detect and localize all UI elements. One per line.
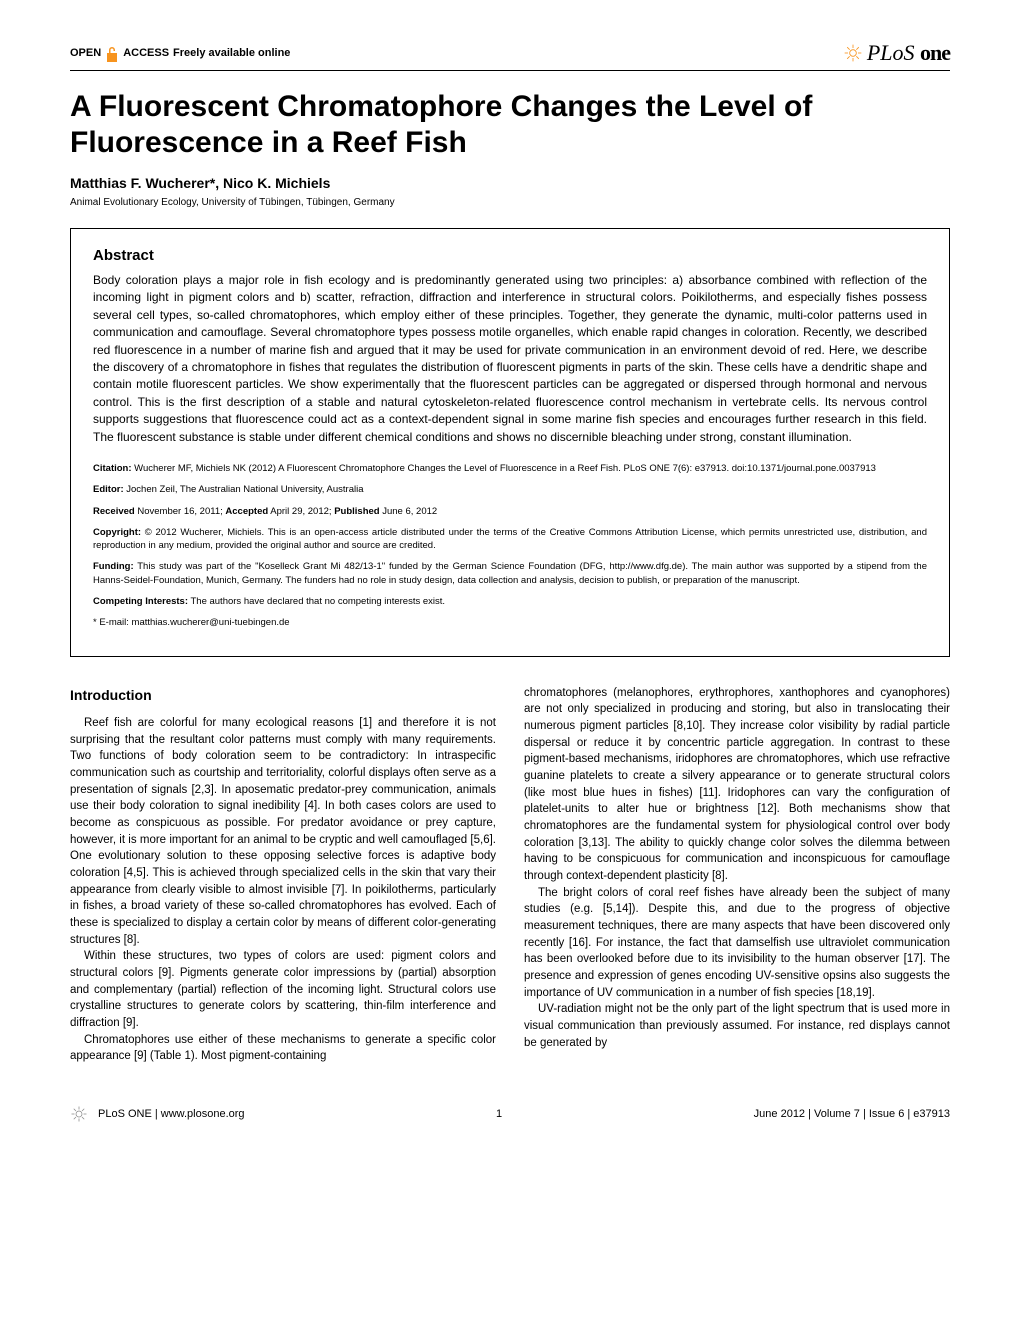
- copyright-line: Copyright: © 2012 Wucherer, Michiels. Th…: [93, 526, 927, 553]
- open-access-badge: OPEN ACCESS Freely available online: [70, 46, 290, 60]
- received-text: November 16, 2011;: [135, 506, 226, 517]
- page-footer: PLoS ONE | www.plosone.org 1 June 2012 |…: [70, 1105, 950, 1123]
- abstract-box: Abstract Body coloration plays a major r…: [70, 228, 950, 657]
- sun-icon: [843, 43, 863, 63]
- published-text: June 6, 2012: [380, 506, 438, 517]
- published-label: Published: [334, 506, 379, 517]
- col2-p1: chromatophores (melanophores, erythropho…: [524, 685, 950, 885]
- accepted-text: April 29, 2012;: [268, 506, 334, 517]
- lock-icon: [105, 46, 119, 60]
- column-left: Introduction Reef fish are colorful for …: [70, 685, 496, 1065]
- editor-line: Editor: Jochen Zeil, The Australian Nati…: [93, 483, 927, 496]
- col2-p2: The bright colors of coral reef fishes h…: [524, 885, 950, 1002]
- abstract-heading: Abstract: [93, 247, 927, 264]
- oa-access-text: ACCESS: [123, 47, 169, 59]
- col2-p3: UV-radiation might not be the only part …: [524, 1001, 950, 1051]
- header-bar: OPEN ACCESS Freely available online PLoS…: [70, 40, 950, 71]
- footer-page-number: 1: [496, 1108, 502, 1120]
- funding-text: This study was part of the "Koselleck Gr…: [93, 561, 927, 585]
- accepted-label: Accepted: [225, 506, 268, 517]
- abstract-text: Body coloration plays a major role in fi…: [93, 272, 927, 446]
- journal-name: PLoS one: [867, 40, 950, 66]
- competing-text: The authors have declared that no compet…: [188, 596, 445, 607]
- column-right: chromatophores (melanophores, erythropho…: [524, 685, 950, 1065]
- received-label: Received: [93, 506, 135, 517]
- intro-heading: Introduction: [70, 685, 496, 705]
- oa-open-text: OPEN: [70, 47, 101, 59]
- journal-logo: PLoS one: [843, 40, 950, 66]
- authors: Matthias F. Wucherer*, Nico K. Michiels: [70, 175, 950, 191]
- funding-line: Funding: This study was part of the "Kos…: [93, 560, 927, 587]
- copyright-text: © 2012 Wucherer, Michiels. This is an op…: [93, 527, 927, 551]
- citation-line: Citation: Wucherer MF, Michiels NK (2012…: [93, 462, 927, 475]
- body-columns: Introduction Reef fish are colorful for …: [70, 685, 950, 1065]
- col1-p1: Reef fish are colorful for many ecologic…: [70, 715, 496, 948]
- citation-label: Citation:: [93, 463, 132, 474]
- col1-p2: Within these structures, two types of co…: [70, 948, 496, 1031]
- copyright-label: Copyright:: [93, 527, 141, 538]
- citation-text: Wucherer MF, Michiels NK (2012) A Fluore…: [132, 463, 876, 474]
- editor-label: Editor:: [93, 484, 124, 495]
- funding-label: Funding:: [93, 561, 134, 572]
- affiliation: Animal Evolutionary Ecology, University …: [70, 197, 950, 208]
- footer-sun-icon: [70, 1105, 88, 1123]
- footer-left-text: PLoS ONE | www.plosone.org: [98, 1108, 245, 1120]
- competing-line: Competing Interests: The authors have de…: [93, 595, 927, 608]
- footer-left: PLoS ONE | www.plosone.org: [70, 1105, 245, 1123]
- footer-right-text: June 2012 | Volume 7 | Issue 6 | e37913: [754, 1108, 950, 1120]
- editor-text: Jochen Zeil, The Australian National Uni…: [124, 484, 364, 495]
- competing-label: Competing Interests:: [93, 596, 188, 607]
- article-title: A Fluorescent Chromatophore Changes the …: [70, 89, 950, 161]
- dates-line: Received November 16, 2011; Accepted Apr…: [93, 505, 927, 518]
- col1-p3: Chromatophores use either of these mecha…: [70, 1032, 496, 1065]
- oa-free-text: Freely available online: [173, 47, 290, 59]
- email-line: * E-mail: matthias.wucherer@uni-tuebinge…: [93, 616, 927, 629]
